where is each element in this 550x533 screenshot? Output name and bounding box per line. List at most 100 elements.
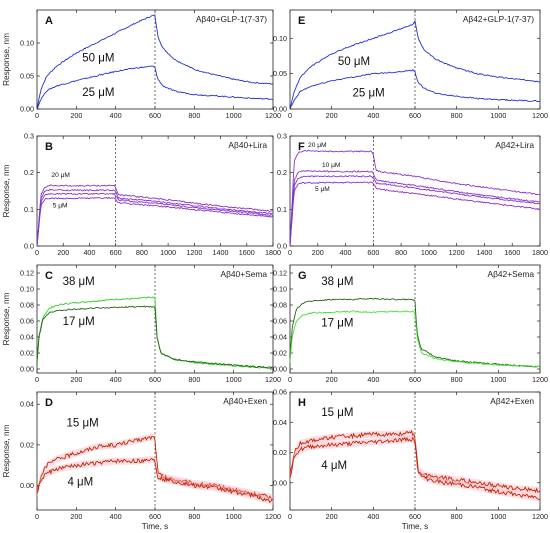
y-tick-label: 0.04 bbox=[20, 333, 34, 342]
x-tick-label: 0 bbox=[35, 111, 39, 120]
x-tick-label: 1000 bbox=[226, 375, 242, 384]
x-tick-label: 1400 bbox=[213, 248, 229, 257]
y-tick-label: 0.02 bbox=[273, 448, 287, 457]
y-tick-label: 0.02 bbox=[20, 349, 34, 358]
plot-frame bbox=[289, 135, 541, 247]
x-tick-label: 1000 bbox=[421, 248, 437, 257]
panel-title: Aβ40+Lira bbox=[228, 140, 267, 150]
series-label: 17 μM bbox=[321, 318, 353, 330]
y-tick-label: 0.02 bbox=[273, 349, 287, 358]
panel-letter: H bbox=[298, 397, 306, 409]
x-tick-label: 1200 bbox=[265, 512, 281, 521]
x-axis-label: Time, s bbox=[402, 522, 429, 531]
series-label: 15 μM bbox=[67, 418, 99, 430]
series-label: 20 μM bbox=[51, 172, 69, 179]
x-tick-label: 1000 bbox=[490, 512, 506, 521]
x-tick-label: 400 bbox=[110, 111, 122, 120]
x-tick-label: 0 bbox=[288, 512, 292, 521]
series-line-17uM bbox=[36, 305, 274, 369]
x-tick-label: 1000 bbox=[160, 248, 176, 257]
y-tick-label: 0.00 bbox=[20, 481, 34, 490]
x-tick-label: 200 bbox=[70, 111, 82, 120]
x-tick-label: 1200 bbox=[265, 111, 281, 120]
x-tick-label: 1000 bbox=[226, 111, 242, 120]
series-label: 5 μM bbox=[53, 203, 68, 210]
series-line-38uM bbox=[289, 297, 541, 368]
x-tick-label: 400 bbox=[367, 375, 379, 384]
panel-letter: E bbox=[298, 15, 305, 27]
panel-F: 0 200 400 600 800 1000 1200 1400 1600 1800 0.0 0.1 0… bbox=[277, 132, 548, 258]
x-tick-label: 0 bbox=[35, 375, 39, 384]
y-tick-label: 0.05 bbox=[20, 72, 34, 81]
y-tick-label: 0.0 bbox=[24, 242, 34, 251]
x-tick-label: 800 bbox=[451, 375, 463, 384]
x-tick-label: 0 bbox=[288, 375, 292, 384]
panel-letter: C bbox=[45, 270, 53, 282]
x-tick-label: 200 bbox=[326, 375, 338, 384]
y-tick-label: 0.00 bbox=[273, 105, 287, 114]
x-tick-label: 600 bbox=[149, 512, 161, 521]
x-tick-label: 1600 bbox=[239, 248, 255, 257]
y-tick-label: 0.1 bbox=[277, 205, 287, 214]
x-tick-label: 200 bbox=[326, 512, 338, 521]
y-tick-label: 0.10 bbox=[20, 39, 34, 48]
y-tick-label: 0.04 bbox=[273, 418, 287, 427]
y-axis-label: Response, nm bbox=[2, 292, 11, 345]
series-line-20uM bbox=[289, 149, 541, 247]
panel-title: Aβ42+Sema bbox=[488, 269, 535, 279]
series-label: 17 μM bbox=[63, 316, 95, 328]
x-tick-label: 1200 bbox=[449, 248, 465, 257]
y-tick-label: 0.05 bbox=[273, 69, 287, 78]
y-tick-label: 0.10 bbox=[273, 34, 287, 43]
x-tick-label: 800 bbox=[188, 111, 200, 120]
y-tick-label: 0.08 bbox=[20, 301, 34, 310]
panel-H: 0 200 400 600 800 1000 1200 0.00 0.02 0.04 0.06 15 … bbox=[273, 388, 548, 532]
series-label: 38 μM bbox=[321, 276, 353, 288]
panel-letter: B bbox=[45, 141, 53, 153]
x-axis-label: Time, s bbox=[142, 522, 169, 531]
x-tick-label: 200 bbox=[70, 512, 82, 521]
y-tick-label: 0.3 bbox=[277, 132, 287, 141]
y-tick-label: 0.0 bbox=[277, 242, 287, 251]
series-line-10uM bbox=[289, 169, 541, 247]
x-tick-label: 200 bbox=[57, 248, 69, 257]
series-line-5uM bbox=[289, 181, 541, 247]
panel-title: Aβ40+Sema bbox=[221, 269, 268, 279]
x-tick-label: 1000 bbox=[490, 111, 506, 120]
y-tick-label: 0.00 bbox=[273, 478, 287, 487]
y-tick-label: 0.3 bbox=[24, 132, 34, 141]
x-tick-label: 1200 bbox=[186, 248, 202, 257]
panel-C: 0 200 400 600 800 1000 1200 0.00 0.02 0.04 0.06 0.0… bbox=[2, 264, 281, 384]
series-label: 4 μM bbox=[67, 477, 93, 489]
x-tick-label: 600 bbox=[149, 375, 161, 384]
x-tick-label: 1800 bbox=[532, 248, 548, 257]
series-label: 4 μM bbox=[321, 460, 347, 472]
series-line-20uM bbox=[36, 184, 274, 247]
panel-E: 0 200 400 600 800 1000 1200 0.00 0.05 0.10 50 μM 25… bbox=[273, 9, 548, 120]
series-band bbox=[290, 429, 540, 494]
series-label: 38 μM bbox=[63, 276, 95, 288]
y-tick-label: 0.1 bbox=[24, 205, 34, 214]
y-tick-label: 0.00 bbox=[273, 365, 287, 374]
series-line-unlabeled-2 bbox=[289, 175, 541, 247]
panel-title: Aβ40+GLP-1(7-37) bbox=[196, 14, 267, 24]
y-axis-label: Response, nm bbox=[2, 164, 11, 217]
x-tick-label: 800 bbox=[188, 512, 200, 521]
y-tick-label: 0.12 bbox=[273, 269, 287, 278]
y-tick-label: 0.08 bbox=[273, 301, 287, 310]
panel-G: 0 200 400 600 800 1000 1200 0.00 0.02 0.04 0.06 0.0… bbox=[273, 264, 548, 384]
x-tick-label: 400 bbox=[367, 111, 379, 120]
y-tick-label: 0.00 bbox=[20, 365, 34, 374]
series-line-4uM bbox=[36, 457, 274, 503]
x-tick-label: 0 bbox=[35, 512, 39, 521]
series-label: 25 μM bbox=[82, 87, 114, 99]
x-tick-label: 1000 bbox=[490, 375, 506, 384]
y-tick-label: 0.10 bbox=[273, 285, 287, 294]
y-tick-label: 0.04 bbox=[273, 333, 287, 342]
x-tick-label: 600 bbox=[367, 248, 379, 257]
x-tick-label: 400 bbox=[110, 512, 122, 521]
x-tick-label: 200 bbox=[326, 111, 338, 120]
x-tick-label: 0 bbox=[288, 111, 292, 120]
x-tick-label: 1600 bbox=[504, 248, 520, 257]
